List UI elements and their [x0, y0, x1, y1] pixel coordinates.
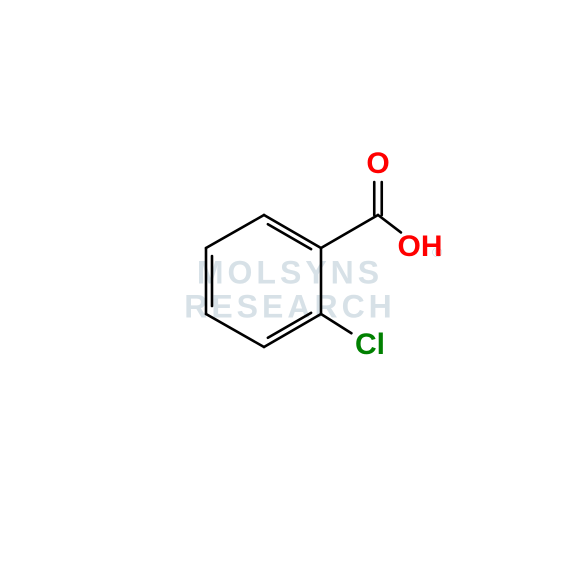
- atom-label-layer: O OH Cl: [0, 0, 580, 580]
- atom-Cl: Cl: [355, 330, 385, 360]
- atom-O1: O: [366, 149, 389, 179]
- atom-O2: OH: [398, 232, 443, 262]
